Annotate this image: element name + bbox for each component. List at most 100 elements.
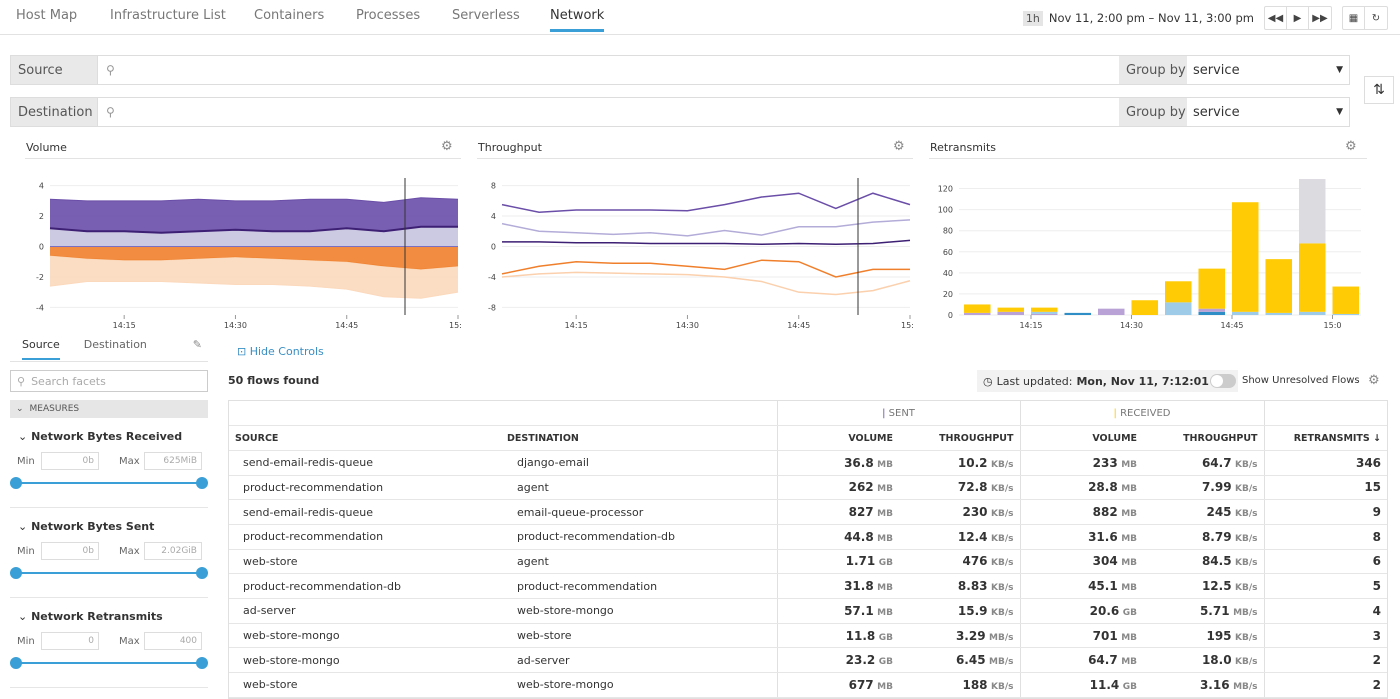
throughput-chart[interactable]: 8 4 0 -4 -8 14:15 14:30 14:45 15:0 [477,170,913,335]
slider-max-handle[interactable] [196,657,208,669]
edit-pencil-icon[interactable]: ✎ [192,338,202,351]
table-row[interactable]: ad-server web-store-mongo 57.1 MB 15.9 KB/s… [229,598,1388,624]
tab-network[interactable]: Network [550,8,605,32]
refresh-icon[interactable]: ↻ [1371,12,1381,24]
unit: KB/s [991,558,1014,569]
destination-cell: ad-server [501,647,777,674]
tab-serverless[interactable]: Serverless [452,8,520,23]
source-group-by-select[interactable]: service ▼ [1187,56,1349,84]
table-row[interactable]: send-email-redis-queue email-queue-proces… [229,499,1388,525]
tab-host-map[interactable]: Host Map [16,8,78,23]
column-header[interactable]: RETRANSMITS ↓ [1263,425,1388,451]
slider-min-handle[interactable] [10,567,22,579]
fast-forward-icon[interactable]: ▶▶ [1312,12,1328,24]
measure-network-bytes-received: ⌄ Network Bytes Received Min 0b Max 625M… [10,418,208,508]
line-series-2 [502,239,911,245]
destination-cell: agent [501,549,777,575]
retransmits-settings-gear-icon[interactable]: ⚙ [1345,139,1357,154]
value: 64.7 [1088,653,1118,668]
min-label: Min [17,636,35,647]
volume-chart[interactable]: 4 2 0 -2 -4 14:15 14:30 14:45 15:0 [25,170,461,335]
range-slider[interactable] [10,567,208,579]
y-tick-label: -2 [36,273,44,282]
min-input[interactable]: 0b [41,452,99,470]
column-header[interactable]: VOLUME [776,425,899,451]
column-header[interactable]: SOURCE [229,425,501,451]
column-header[interactable]: THROUGHPUT [1143,425,1265,451]
table-row[interactable]: send-email-redis-queue django-email 36.8 M… [229,450,1388,476]
destination-search-input[interactable]: ⚲ [98,98,1119,126]
table-row[interactable]: product-recommendation agent 262 MB 72.8 KB… [229,475,1388,501]
table-row[interactable]: web-store-mongo web-store 11.8 GB 3.29 MB/s… [229,623,1388,649]
table-row[interactable]: web-store agent 1.71 GB 476 KB/s 304 MB 84.5 … [229,549,1388,575]
table-settings-gear-icon[interactable]: ⚙ [1368,373,1380,388]
unit: MB [877,583,893,594]
column-header[interactable]: VOLUME [1019,425,1144,451]
range-slider[interactable] [10,477,208,489]
bar-segment [1198,268,1225,309]
value: 8.83 [957,579,988,594]
sent-group-header: | SENT [776,401,1021,427]
table-row[interactable]: product-recommendation-db product-recomme… [229,573,1388,599]
source-cell: send-email-redis-queue [229,450,501,476]
slider-max-handle[interactable] [196,477,208,489]
bar-segment [1165,302,1192,315]
sidebar-tab-source[interactable]: Source [22,338,60,360]
area-series-2 [50,246,458,270]
measure-title[interactable]: ⌄ Network Bytes Received [18,430,182,443]
calendar-icon[interactable]: ▦ [1343,7,1365,29]
max-input[interactable]: 2.02GiB [144,542,202,560]
slider-min-handle[interactable] [10,477,22,489]
unit: KB/s [1235,484,1258,495]
swap-source-destination-button[interactable]: ⇅ [1364,76,1394,104]
slider-min-handle[interactable] [10,657,22,669]
unresolved-flows-toggle[interactable] [1210,374,1236,388]
bar-segment [1265,259,1292,313]
chevron-down-icon: ⌄ [18,430,28,443]
min-input[interactable]: 0 [41,632,99,650]
tab-infrastructure-list[interactable]: Infrastructure List [110,8,226,23]
unit: GB [878,558,893,569]
max-input[interactable]: 400 [144,632,202,650]
table-row[interactable]: product-recommendation product-recommenda… [229,524,1388,550]
min-label: Min [17,456,35,467]
tab-containers[interactable]: Containers [254,8,325,23]
source-group-value: service [1193,62,1240,78]
destination-label: Destination [11,98,98,126]
time-range[interactable]: Nov 11, 2:00 pm – Nov 11, 3:00 pm [1048,11,1254,25]
search-facets-input[interactable]: ⚲ Search facets [10,370,208,392]
measures-section-header[interactable]: ⌄ MEASURES [10,400,208,418]
sidebar-tab-destination[interactable]: Destination [83,338,147,351]
destination-group-by-select[interactable]: service ▼ [1187,98,1349,126]
volume-settings-gear-icon[interactable]: ⚙ [441,139,453,154]
source-search-input[interactable]: ⚲ [98,56,1119,84]
max-input[interactable]: 625MiB [144,452,202,470]
table-row[interactable]: web-store-mongo ad-server 23.2 GB 6.45 MB/s… [229,647,1388,674]
column-header[interactable]: THROUGHPUT [899,425,1021,451]
range-slider[interactable] [10,657,208,669]
x-tick-label: 14:15 [113,321,136,330]
x-tick-label: 14:30 [676,321,699,330]
throughput-settings-gear-icon[interactable]: ⚙ [893,139,905,154]
y-tick-label: 8 [491,182,496,191]
x-tick-label: 14:45 [335,321,358,330]
slider-max-handle[interactable] [196,567,208,579]
time-span-badge[interactable]: 1h [1022,10,1043,26]
hide-controls-button[interactable]: ⊡ Hide Controls [237,345,324,358]
unit: KB/s [1235,632,1258,643]
min-input[interactable]: 0b [41,542,99,560]
measure-title[interactable]: ⌄ Network Retransmits [18,610,163,623]
source-label: Source [11,56,98,84]
destination-cell: web-store [501,623,777,649]
measure-title-label: Network Bytes Received [31,430,183,443]
retransmits-chart[interactable]: 120 100 80 60 40 20 0 14:15 14:30 14:45 15:0 [929,170,1369,335]
x-tick-label: 14:15 [1019,321,1042,330]
destination-cell: django-email [501,450,777,476]
retransmits-cell: 3 [1263,623,1388,649]
unit: MB/s [989,657,1014,668]
tab-processes[interactable]: Processes [356,8,421,23]
measure-title[interactable]: ⌄ Network Bytes Sent [18,520,154,533]
rewind-icon[interactable]: ◀◀ [1265,7,1287,29]
column-header[interactable]: DESTINATION [501,425,777,451]
play-icon[interactable]: ▶ [1287,7,1309,29]
